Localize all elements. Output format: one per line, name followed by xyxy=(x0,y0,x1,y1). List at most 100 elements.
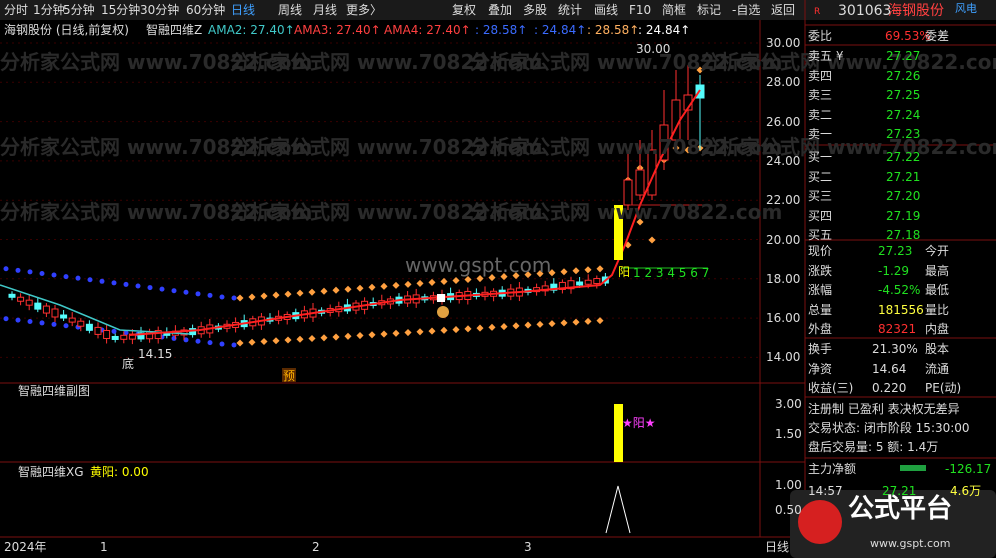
2-value: -4.52% xyxy=(878,283,921,297)
candle xyxy=(60,314,68,319)
date-axis-1: 1 xyxy=(100,540,108,554)
band-diamond xyxy=(428,278,436,286)
actions-3[interactable]: 统计 xyxy=(558,3,583,17)
quote-name: 海钢股份 xyxy=(888,3,944,19)
band-diamond xyxy=(320,287,328,295)
candle xyxy=(77,320,85,327)
actions-5[interactable]: F10 xyxy=(629,3,652,17)
6-price: 27.21 xyxy=(886,169,921,184)
2-price: 27.25 xyxy=(886,88,921,103)
items-2: AMA4: 27.40↑ xyxy=(384,23,471,37)
flow-label: 主力净额 xyxy=(808,462,857,476)
periods-5[interactable]: 60分钟 xyxy=(186,3,226,17)
band-diamond xyxy=(392,329,400,337)
5-price: 27.22 xyxy=(886,150,921,164)
flow-bar xyxy=(900,465,926,471)
actions-8[interactable]: -自选 xyxy=(732,3,761,17)
actions-7[interactable]: 标记 xyxy=(697,3,722,17)
band-diamond xyxy=(416,279,424,287)
band-diamond xyxy=(380,330,388,338)
flow-value: -126.17 xyxy=(945,462,992,476)
0-price: 27.27 xyxy=(886,49,921,63)
7-price: 27.20 xyxy=(886,189,921,204)
logo-icon xyxy=(798,500,842,544)
band-diamond xyxy=(308,334,316,343)
periods-1[interactable]: 1分钟 xyxy=(33,3,65,17)
logo-title: 公式平台 xyxy=(848,494,953,524)
legend-indicator: 智融四维Z xyxy=(146,23,203,37)
8-price: 27.19 xyxy=(886,208,921,223)
actions-9[interactable]: 返回 xyxy=(771,3,796,17)
band-diamond xyxy=(344,332,352,340)
main-chart-watermark: 分析家公式网 www.70822.com xyxy=(230,135,543,159)
6-label: 买二 xyxy=(808,169,833,184)
yticks-7: 16.00 xyxy=(766,311,801,326)
date-axis-4: 日线 xyxy=(765,540,790,554)
band-dot xyxy=(3,316,9,322)
info-2: 盘后交易量: 5 额: 1.4万 xyxy=(808,440,939,454)
toolbar-bg xyxy=(0,0,996,20)
periods-9[interactable]: 更多〉 xyxy=(346,3,383,17)
sub1-title: 智融四维副图 xyxy=(18,384,91,398)
actions-2[interactable]: 多股 xyxy=(523,3,548,17)
candle xyxy=(647,149,657,196)
info-1: 交易状态: 闭市阶段 15:30:00 xyxy=(808,421,970,435)
4-value: 82321 xyxy=(878,322,917,336)
candle xyxy=(541,285,549,292)
date-axis-0: 2024年 xyxy=(4,540,47,554)
band-diamond xyxy=(404,280,412,288)
1-value: -1.29 xyxy=(878,263,910,278)
sub1-label: ★阳★ xyxy=(622,416,656,430)
periods-6[interactable]: 日线 xyxy=(231,3,256,17)
periods-4[interactable]: 30分钟 xyxy=(140,3,180,17)
band-diamond xyxy=(584,266,592,274)
band-dot xyxy=(15,267,21,273)
items-6: : 24.84↑ xyxy=(638,23,691,37)
3-label: 总量 xyxy=(808,302,833,317)
2-label2: 最低 xyxy=(925,283,950,297)
band-dot xyxy=(99,278,105,284)
main-chart-watermark: 分析家公式网 www.70822.com xyxy=(470,200,783,224)
coin-icon xyxy=(437,306,449,318)
band-diamond xyxy=(500,273,508,281)
periods-2[interactable]: 5分钟 xyxy=(63,3,95,17)
legend-stock: 海钢股份 (日线,前复权) xyxy=(4,23,129,37)
band-dot xyxy=(147,285,153,291)
periods-3[interactable]: 15分钟 xyxy=(101,3,141,17)
band-dot xyxy=(195,338,201,344)
band-diamond xyxy=(332,286,340,294)
candle xyxy=(120,334,128,340)
candle xyxy=(550,283,558,291)
yticks-5: 20.00 xyxy=(766,232,801,247)
band-diamond xyxy=(572,318,580,326)
band-diamond xyxy=(684,146,692,154)
candle xyxy=(34,302,42,310)
4-label: 外盘 xyxy=(808,322,833,336)
logo-bg xyxy=(790,490,996,558)
items-5: : 28.58↑ xyxy=(587,23,640,37)
band-dot xyxy=(135,283,141,289)
actions-4[interactable]: 画线 xyxy=(594,3,619,17)
band-diamond xyxy=(488,323,496,331)
actions-6[interactable]: 简框 xyxy=(662,3,687,17)
yticks-3: 24.00 xyxy=(766,153,801,168)
yticks-0: 1.00 xyxy=(775,478,802,492)
periods-7[interactable]: 周线 xyxy=(278,3,303,17)
0-label: 卖五 ¥ xyxy=(808,49,844,63)
periods-8[interactable]: 月线 xyxy=(313,3,338,17)
yticks-2: 26.00 xyxy=(766,114,801,129)
main-chart-low-label: 14.15 xyxy=(138,347,173,361)
3-value: 181556 xyxy=(878,302,924,317)
ama-line xyxy=(129,89,701,336)
actions-1[interactable]: 叠加 xyxy=(488,3,513,17)
actions-0[interactable]: 复权 xyxy=(452,3,477,17)
yticks-0: 3.00 xyxy=(775,397,802,411)
1-label: 卖四 xyxy=(808,68,833,83)
periods-0[interactable]: 分时 xyxy=(4,3,29,17)
band-diamond xyxy=(584,317,592,325)
candle xyxy=(593,278,601,285)
candle xyxy=(558,281,566,290)
band-diamond xyxy=(368,331,376,339)
band-diamond xyxy=(236,294,244,302)
main-chart-watermark: 分析家公式网 www.70822.com xyxy=(470,50,783,74)
